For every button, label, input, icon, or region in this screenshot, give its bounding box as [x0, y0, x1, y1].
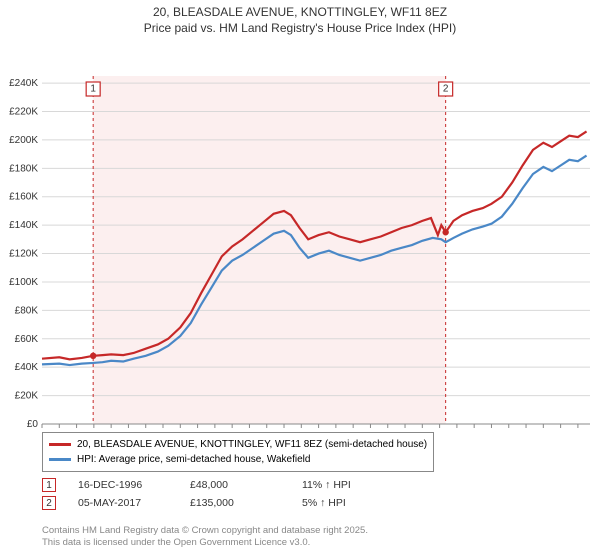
event-date: 16-DEC-1996 — [78, 479, 168, 491]
y-tick-label: £60K — [15, 334, 39, 345]
y-tick-label: £100K — [9, 277, 38, 288]
y-tick-label: £20K — [15, 391, 39, 402]
events-table: 1 16-DEC-1996 £48,000 11% ↑ HPI 2 05-MAY-2017… — [42, 478, 392, 514]
title-line-2: Price paid vs. HM Land Registry's House … — [0, 20, 600, 36]
chart-title: 20, BLEASDALE AVENUE, KNOTTINGLEY, WF11 … — [0, 0, 600, 38]
y-tick-label: £220K — [9, 107, 38, 118]
event-row: 1 16-DEC-1996 £48,000 11% ↑ HPI — [42, 478, 392, 492]
footer-line-1: Contains HM Land Registry data © Crown c… — [42, 525, 368, 537]
event-point — [90, 353, 96, 359]
event-price: £135,000 — [190, 497, 280, 509]
y-tick-label: £80K — [15, 306, 39, 317]
y-tick-label: £140K — [9, 221, 38, 232]
event-marker-num: 2 — [443, 84, 449, 95]
y-tick-label: £200K — [9, 135, 38, 146]
legend-label-hpi: HPI: Average price, semi-detached house,… — [77, 452, 310, 467]
legend-item-hpi: HPI: Average price, semi-detached house,… — [49, 452, 427, 467]
legend-swatch-red — [49, 443, 71, 446]
footer-line-2: This data is licensed under the Open Gov… — [42, 537, 368, 549]
event-delta: 5% ↑ HPI — [302, 497, 392, 509]
event-row-marker: 1 — [42, 478, 56, 492]
y-tick-label: £240K — [9, 78, 38, 89]
title-line-1: 20, BLEASDALE AVENUE, KNOTTINGLEY, WF11 … — [0, 4, 600, 20]
legend-swatch-blue — [49, 458, 71, 461]
event-date: 05-MAY-2017 — [78, 497, 168, 509]
event-marker-num: 1 — [90, 84, 96, 95]
chart-svg: £0 £20K £40K £60K £80K £100K £120K £140K £160K £1… — [0, 38, 600, 430]
legend-item-price-paid: 20, BLEASDALE AVENUE, KNOTTINGLEY, WF11 … — [49, 437, 427, 452]
chart-area: £0 £20K £40K £60K £80K £100K £120K £140K £160K £1… — [0, 38, 600, 430]
event-delta: 11% ↑ HPI — [302, 479, 392, 491]
event-row-marker: 2 — [42, 496, 56, 510]
event-price: £48,000 — [190, 479, 280, 491]
y-tick-label: £40K — [15, 363, 39, 374]
footer-attribution: Contains HM Land Registry data © Crown c… — [42, 525, 368, 550]
y-tick-label: £0 — [27, 419, 39, 430]
event-row: 2 05-MAY-2017 £135,000 5% ↑ HPI — [42, 496, 392, 510]
y-tick-label: £180K — [9, 164, 38, 175]
legend: 20, BLEASDALE AVENUE, KNOTTINGLEY, WF11 … — [42, 432, 434, 472]
y-tick-label: £120K — [9, 249, 38, 260]
legend-label-price-paid: 20, BLEASDALE AVENUE, KNOTTINGLEY, WF11 … — [77, 437, 427, 452]
y-tick-label: £160K — [9, 192, 38, 203]
event-point — [442, 229, 448, 235]
